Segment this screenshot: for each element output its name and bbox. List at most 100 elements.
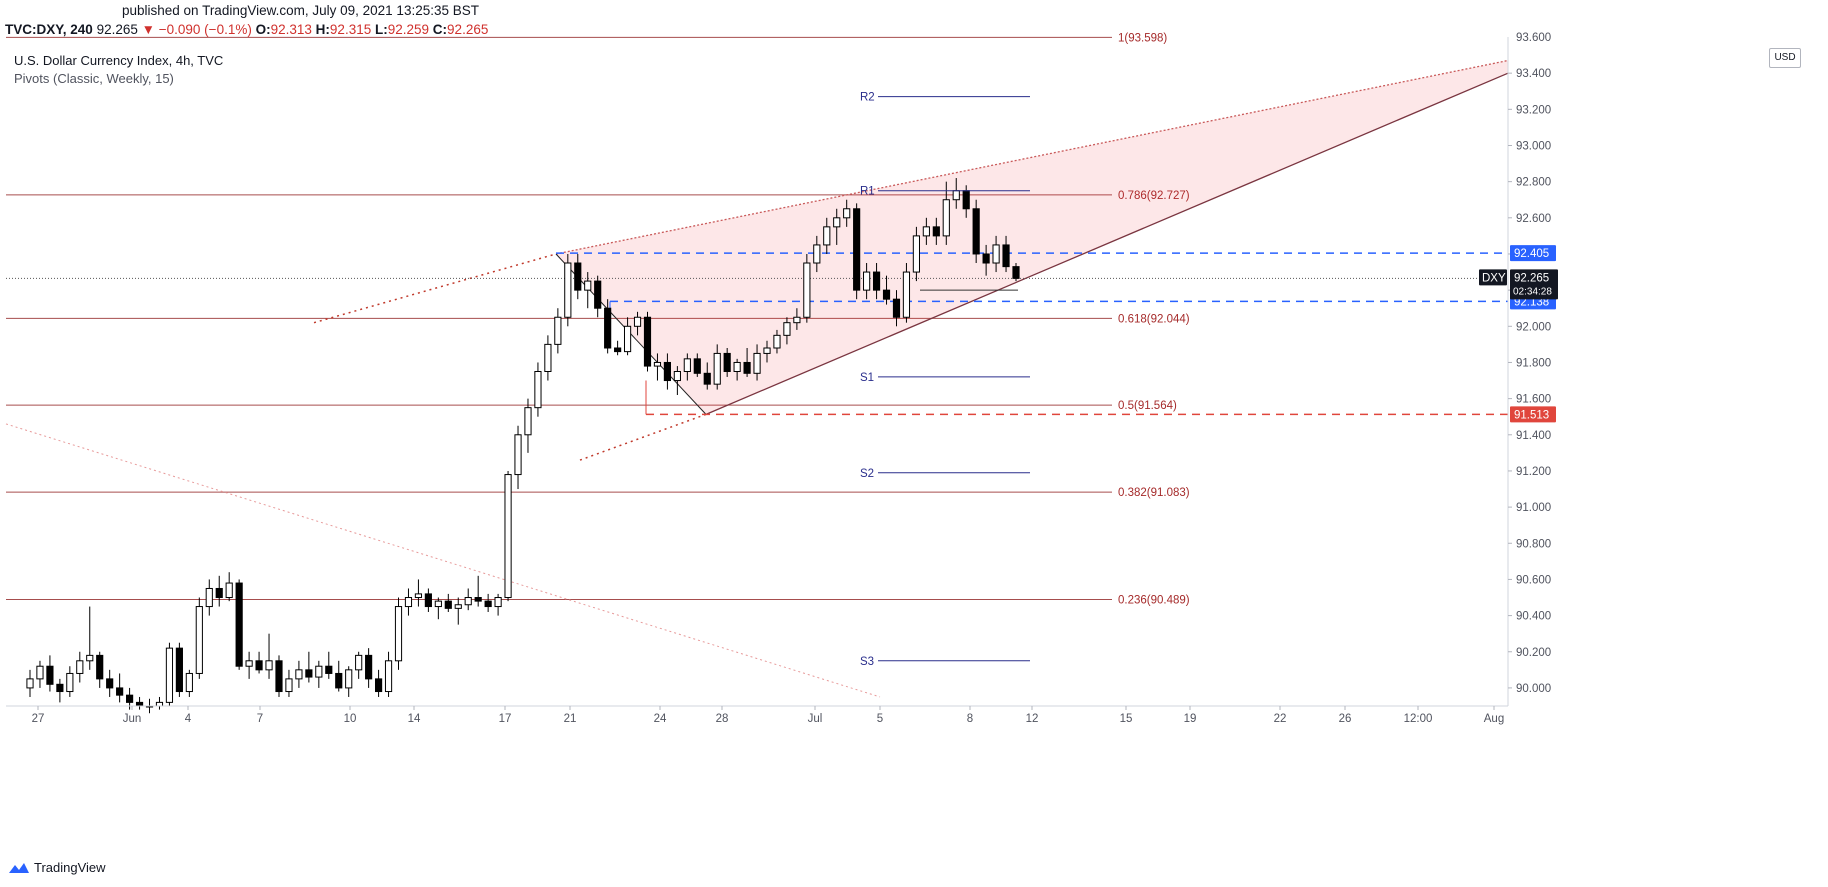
fib-level-label: 0.5(91.564)	[1118, 400, 1177, 412]
pivot-label: R2	[860, 92, 875, 104]
fib-level-label: 0.382(91.083)	[1118, 487, 1190, 499]
currency-badge[interactable]: USD	[1769, 48, 1801, 68]
x-tick-label: Jul	[808, 713, 823, 725]
candle-body	[534, 371, 542, 409]
x-tick-label: 24	[654, 713, 667, 725]
close-value: 92.265	[447, 22, 489, 37]
candle-body	[604, 307, 612, 349]
down-arrow-icon: ▼	[141, 22, 155, 37]
x-tick-label: 10	[344, 713, 357, 725]
wedge-lower-line	[705, 72, 1509, 415]
x-tick-label: 14	[408, 713, 421, 725]
symbol-name[interactable]: TVC:DXY, 240	[5, 22, 93, 37]
pivot-levels: R2 R1 S1 S2 S3	[860, 92, 1030, 668]
symbol-tag-text: DXY	[1482, 272, 1506, 284]
candle-body	[643, 316, 652, 367]
candle-body	[733, 361, 741, 373]
chart-header: published on TradingView.com, July 09, 2…	[0, 0, 1828, 44]
last-price-text: 92.265	[1514, 272, 1549, 284]
candle-body	[554, 316, 562, 345]
candle-body	[374, 678, 383, 693]
y-tick-label: 92.800	[1516, 177, 1551, 189]
candle-body	[992, 244, 1000, 264]
x-tick-label: 22	[1274, 713, 1287, 725]
y-tick-label: 91.200	[1516, 466, 1551, 478]
candle-body	[853, 208, 861, 291]
candle-body	[833, 217, 841, 228]
last-price: 92.265	[96, 22, 138, 37]
candle-body	[404, 597, 413, 608]
pivot-label: S1	[860, 372, 874, 384]
candle-body	[175, 647, 183, 693]
x-tick-label: 17	[499, 713, 512, 725]
candle-body	[803, 262, 811, 318]
pivot-label: S2	[860, 468, 874, 480]
candle-body	[783, 322, 791, 336]
candle-body	[205, 587, 213, 608]
y-tick-label: 90.400	[1516, 611, 1551, 623]
candle-body	[235, 582, 243, 667]
x-tick-label: 28	[716, 713, 729, 725]
y-tick-label: 90.200	[1516, 647, 1551, 659]
pivot-label: S3	[860, 656, 874, 668]
open-value: 92.313	[270, 22, 312, 37]
candle-body	[295, 669, 303, 680]
candle-body	[882, 289, 891, 300]
fib-level-label: 0.618(92.044)	[1118, 313, 1190, 325]
y-tick-label: 93.200	[1516, 104, 1551, 116]
candle-body	[444, 600, 452, 609]
candle-body	[116, 687, 124, 696]
candle-body	[106, 678, 114, 689]
candle-body	[763, 347, 771, 354]
candle-body	[683, 358, 691, 372]
y-tick-label: 92.600	[1516, 213, 1551, 225]
lower-extension-line	[579, 413, 707, 461]
candle-body	[155, 701, 164, 707]
footer-brand[interactable]: TradingView	[8, 860, 106, 875]
pivot-label: R1	[860, 186, 875, 198]
candle-body	[185, 672, 193, 693]
open-label: O:	[255, 22, 271, 37]
candle-body	[823, 226, 831, 246]
candle-body	[355, 654, 363, 671]
candle-body	[126, 694, 134, 703]
candle-body	[574, 262, 582, 291]
x-tick-label: 27	[32, 713, 45, 725]
legend-title[interactable]: U.S. Dollar Currency Index, 4h, TVC	[14, 53, 224, 68]
fib-level-label: 1(93.598)	[1118, 32, 1167, 44]
x-tick-label: Aug	[1484, 713, 1504, 725]
candlestick-series	[26, 178, 1020, 714]
candle-body	[345, 669, 353, 689]
x-tick-label: 21	[564, 713, 577, 725]
candle-body	[245, 660, 253, 667]
price-change: −0.090 (−0.1%)	[158, 22, 252, 37]
candle-body	[225, 582, 233, 599]
candle-body	[76, 660, 84, 674]
x-tick-label: 12	[1026, 713, 1039, 725]
y-tick-label: 93.000	[1516, 140, 1551, 152]
brand-name: TradingView	[34, 860, 106, 875]
candle-body	[962, 190, 970, 210]
candle-body	[813, 244, 821, 264]
y-tick-label-top: 93.600	[1516, 32, 1551, 44]
y-tick-label: 92.000	[1516, 321, 1551, 333]
candle-body	[414, 593, 423, 599]
price-label-text: 91.513	[1514, 409, 1549, 421]
candle-body	[165, 647, 174, 703]
candle-body	[653, 361, 662, 367]
candle-body	[66, 672, 74, 693]
candle-body	[325, 665, 333, 674]
x-tick-label: 4	[185, 713, 192, 725]
low-value: 92.259	[387, 22, 430, 37]
candle-body	[633, 316, 642, 327]
y-tick-label: 91.400	[1516, 430, 1551, 442]
x-tick-label: 26	[1339, 713, 1352, 725]
wedge-upper-line	[555, 59, 1509, 255]
candle-body	[86, 654, 94, 662]
candle-body	[454, 604, 462, 609]
y-tick-label: 93.400	[1516, 68, 1551, 80]
candle-body	[434, 600, 442, 608]
legend-indicator[interactable]: Pivots (Classic, Weekly, 15)	[14, 71, 174, 86]
candle-body	[365, 654, 373, 680]
